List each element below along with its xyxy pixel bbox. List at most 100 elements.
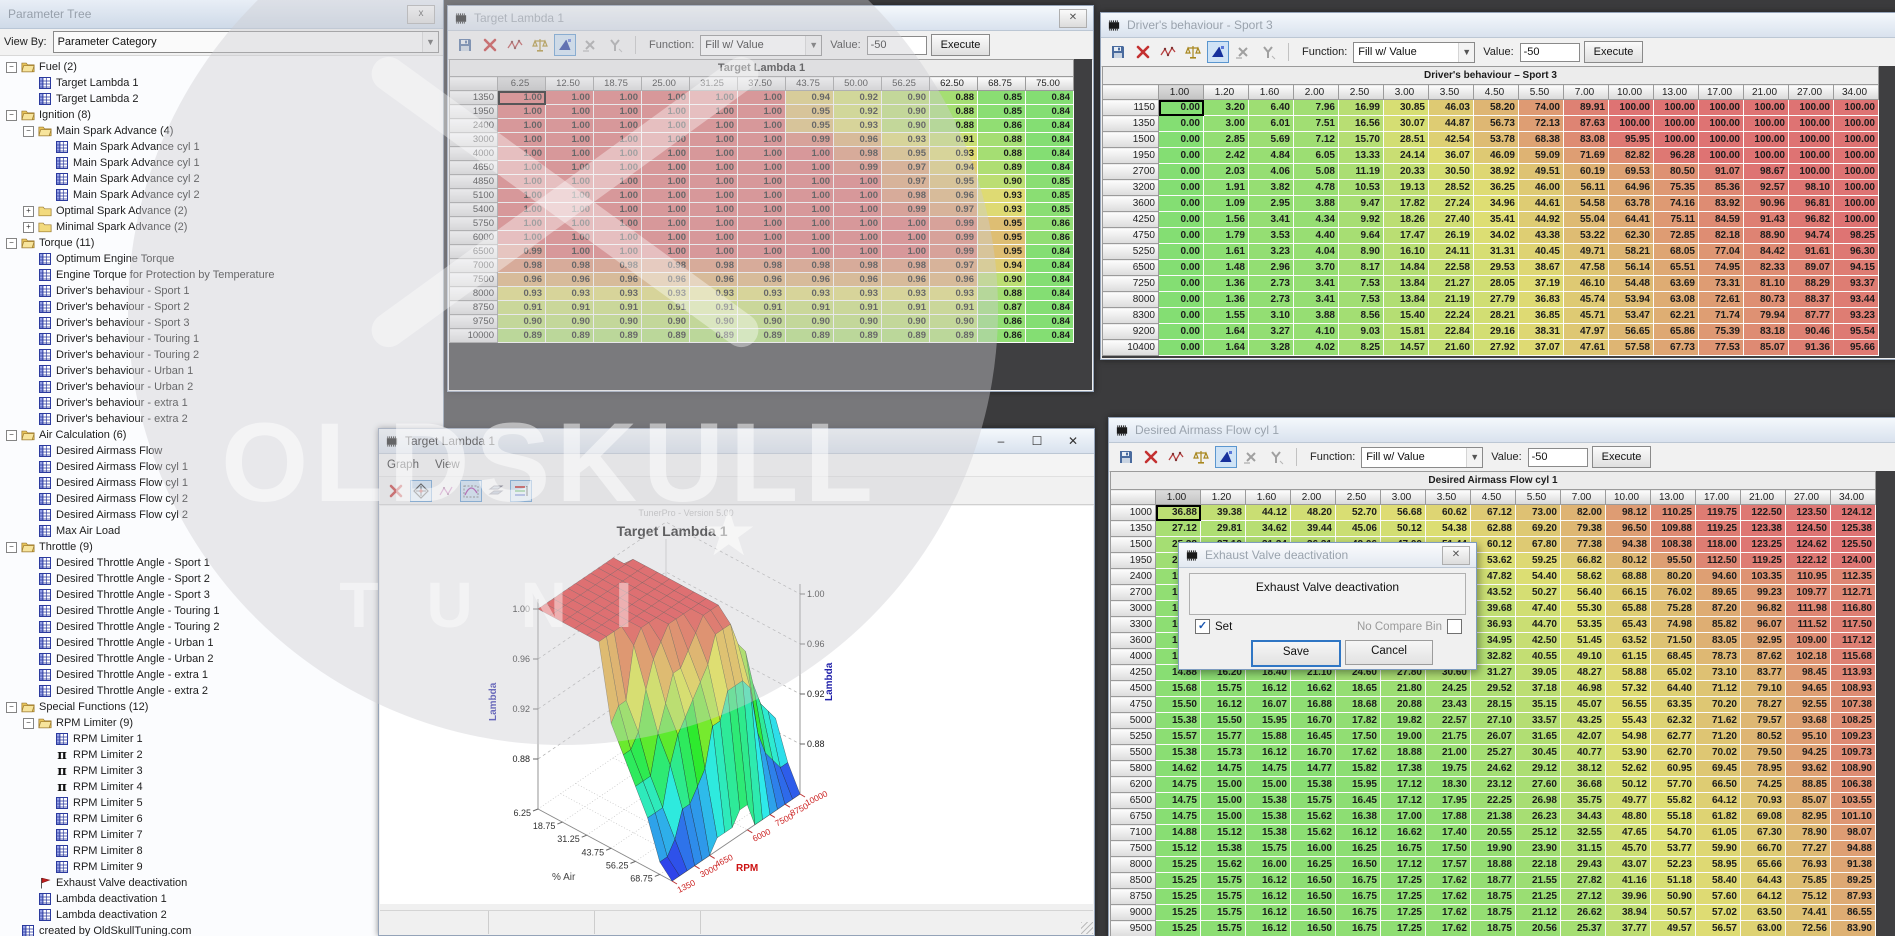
tree-item[interactable]: Desired Throttle Angle - extra 2 bbox=[6, 683, 443, 699]
table-cell[interactable]: 83.92 bbox=[1698, 195, 1744, 212]
table-cell[interactable]: 74.41 bbox=[1785, 904, 1831, 921]
collapse-icon[interactable]: − bbox=[6, 109, 17, 121]
table-cell[interactable]: 30.50 bbox=[1428, 163, 1474, 180]
table-cell[interactable]: 3.53 bbox=[1248, 227, 1294, 244]
table-cell[interactable]: 84.42 bbox=[1743, 243, 1789, 260]
tree-item[interactable]: Driver's behaviour - Urban 1 bbox=[6, 363, 443, 379]
delete-icon[interactable] bbox=[1132, 41, 1154, 63]
table-cell[interactable]: 0.96 bbox=[641, 272, 690, 287]
tree-item[interactable]: − Fuel (2) bbox=[6, 59, 443, 75]
table-cell[interactable]: 15.25 bbox=[1155, 920, 1201, 936]
table-cell[interactable]: 15.75 bbox=[1200, 904, 1246, 921]
tree-item[interactable]: Desired Throttle Angle - Touring 2 bbox=[6, 619, 443, 635]
table-cell[interactable]: 18.88 bbox=[1470, 856, 1516, 873]
table-cell[interactable]: 61.15 bbox=[1605, 648, 1651, 665]
table-cell[interactable]: 84.59 bbox=[1698, 211, 1744, 228]
table-cell[interactable]: 100.00 bbox=[1833, 147, 1879, 164]
value-input[interactable]: -50 bbox=[1527, 447, 1588, 467]
function-dropdown[interactable]: Fill w/ Value ▼ bbox=[700, 34, 823, 56]
table-cell[interactable]: 91.43 bbox=[1743, 211, 1789, 228]
table-cell[interactable]: 8.56 bbox=[1338, 307, 1384, 324]
table-cell[interactable]: 16.00 bbox=[1290, 840, 1336, 857]
table-cell[interactable]: 6.05 bbox=[1293, 147, 1339, 164]
table-cell[interactable]: 1.00 bbox=[689, 202, 738, 217]
table-cell[interactable]: 34.95 bbox=[1470, 632, 1516, 649]
table-cell[interactable]: 100.00 bbox=[1833, 211, 1879, 228]
table-cell[interactable]: 0.00 bbox=[1158, 131, 1204, 148]
table-cell[interactable]: 0.91 bbox=[881, 300, 930, 315]
y-axis-disabled-icon[interactable] bbox=[1257, 41, 1279, 63]
table-cell[interactable]: 90.96 bbox=[1743, 195, 1789, 212]
table-cell[interactable]: 94.25 bbox=[1785, 744, 1831, 761]
trace-icon[interactable] bbox=[1165, 446, 1187, 468]
table-cell[interactable]: 16.70 bbox=[1290, 712, 1336, 729]
col-header[interactable]: 4.50 bbox=[1470, 489, 1516, 505]
row-header[interactable]: 2400 bbox=[1110, 568, 1156, 585]
table-cell[interactable]: 15.88 bbox=[1245, 728, 1291, 745]
table-cell[interactable]: 15.75 bbox=[1200, 888, 1246, 905]
table-cell[interactable]: 17.25 bbox=[1380, 888, 1426, 905]
table-cell[interactable]: 62.21 bbox=[1653, 307, 1699, 324]
col-header[interactable]: 17.00 bbox=[1695, 489, 1741, 505]
table-cell[interactable]: 67.12 bbox=[1470, 504, 1516, 521]
table-cell[interactable]: 72.56 bbox=[1785, 920, 1831, 936]
table-cell[interactable]: 15.73 bbox=[1200, 744, 1246, 761]
value-input[interactable]: -50 bbox=[1519, 42, 1580, 62]
table-cell[interactable]: 100.00 bbox=[1788, 115, 1834, 132]
table-cell[interactable]: 27.12 bbox=[1155, 520, 1201, 537]
table-cell[interactable]: 0.00 bbox=[1158, 99, 1204, 116]
col-header[interactable]: 27.00 bbox=[1785, 489, 1831, 505]
table-cell[interactable]: 14.75 bbox=[1155, 808, 1201, 825]
table-cell[interactable]: 16.45 bbox=[1290, 728, 1336, 745]
function-dropdown[interactable]: Fill w/ Value ▼ bbox=[1353, 41, 1476, 63]
tree-item[interactable]: Optimum Engine Torque bbox=[6, 251, 443, 267]
row-header[interactable]: 5800 bbox=[1110, 760, 1156, 777]
table-cell[interactable]: 21.27 bbox=[1428, 275, 1474, 292]
table-cell[interactable]: 0.93 bbox=[737, 286, 786, 301]
table-cell[interactable]: 117.12 bbox=[1830, 632, 1876, 649]
table-cell[interactable]: 0.95 bbox=[977, 216, 1026, 231]
table-cell[interactable]: 88.37 bbox=[1788, 291, 1834, 308]
tree-item[interactable]: Desired Throttle Angle - Sport 1 bbox=[6, 555, 443, 571]
table-cell[interactable]: 54.58 bbox=[1563, 195, 1609, 212]
table-cell[interactable]: 24.11 bbox=[1428, 243, 1474, 260]
table-cell[interactable]: 8.25 bbox=[1338, 339, 1384, 356]
table-cell[interactable]: 14.75 bbox=[1155, 776, 1201, 793]
table-cell[interactable]: 79.10 bbox=[1740, 680, 1786, 697]
table-cell[interactable]: 80.20 bbox=[1650, 568, 1696, 585]
table-cell[interactable]: 16.10 bbox=[1383, 243, 1429, 260]
table-cell[interactable]: 100.00 bbox=[1743, 131, 1789, 148]
table-cell[interactable]: 0.97 bbox=[881, 160, 930, 175]
tree-item[interactable]: − Throttle (9) bbox=[6, 539, 443, 555]
save-icon[interactable] bbox=[454, 34, 476, 56]
table-cell[interactable]: 43.38 bbox=[1518, 227, 1564, 244]
table-cell[interactable]: 0.96 bbox=[497, 272, 546, 287]
table-cell[interactable]: 0.97 bbox=[929, 202, 978, 217]
table-cell[interactable]: 41.16 bbox=[1605, 872, 1651, 889]
table-cell[interactable]: 3.41 bbox=[1293, 291, 1339, 308]
table-cell[interactable]: 0.95 bbox=[929, 174, 978, 189]
table-cell[interactable]: 100.00 bbox=[1698, 147, 1744, 164]
table-cell[interactable]: 86.55 bbox=[1830, 904, 1876, 921]
tree-item[interactable]: RPM Limiter 9 bbox=[6, 859, 443, 875]
table-cell[interactable]: 56.68 bbox=[1380, 504, 1426, 521]
tree-item[interactable]: Main Spark Advance cyl 1 bbox=[6, 139, 443, 155]
pan-icon[interactable] bbox=[410, 479, 432, 502]
table-cell[interactable]: 19.13 bbox=[1383, 179, 1429, 196]
table-cell[interactable]: 17.95 bbox=[1425, 792, 1471, 809]
table-cell[interactable]: 80.73 bbox=[1743, 291, 1789, 308]
table-cell[interactable]: 0.99 bbox=[929, 244, 978, 259]
table-cell[interactable]: 67.73 bbox=[1653, 339, 1699, 356]
table-cell[interactable]: 17.62 bbox=[1425, 904, 1471, 921]
table-cell[interactable]: 63.52 bbox=[1605, 632, 1651, 649]
collapse-icon[interactable]: − bbox=[6, 701, 17, 713]
table-cell[interactable]: 5.08 bbox=[1293, 163, 1339, 180]
table-cell[interactable]: 56.40 bbox=[1560, 584, 1606, 601]
table-cell[interactable]: 0.00 bbox=[1158, 163, 1204, 180]
table-cell[interactable]: 0.89 bbox=[785, 328, 834, 343]
table-cell[interactable]: 96.30 bbox=[1833, 243, 1879, 260]
table-cell[interactable]: 1.00 bbox=[545, 216, 594, 231]
table-cell[interactable]: 68.38 bbox=[1518, 131, 1564, 148]
table-cell[interactable]: 50.12 bbox=[1380, 520, 1426, 537]
table-cell[interactable]: 0.91 bbox=[785, 300, 834, 315]
